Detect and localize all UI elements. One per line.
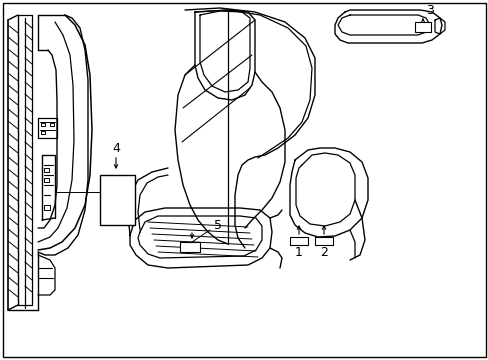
Bar [44, 168, 49, 172]
Bar [50, 123, 54, 126]
Bar [314, 237, 332, 245]
Text: 3: 3 [425, 4, 433, 17]
Bar [100, 175, 135, 225]
Text: 2: 2 [320, 246, 327, 258]
Bar [44, 205, 50, 210]
Bar [289, 237, 307, 245]
Bar [41, 123, 45, 126]
Text: 5: 5 [214, 219, 222, 231]
Bar [41, 131, 45, 134]
Text: 1: 1 [294, 246, 303, 258]
Bar [180, 242, 200, 252]
Bar [44, 178, 49, 182]
Text: 4: 4 [112, 141, 120, 154]
Bar [414, 22, 430, 32]
